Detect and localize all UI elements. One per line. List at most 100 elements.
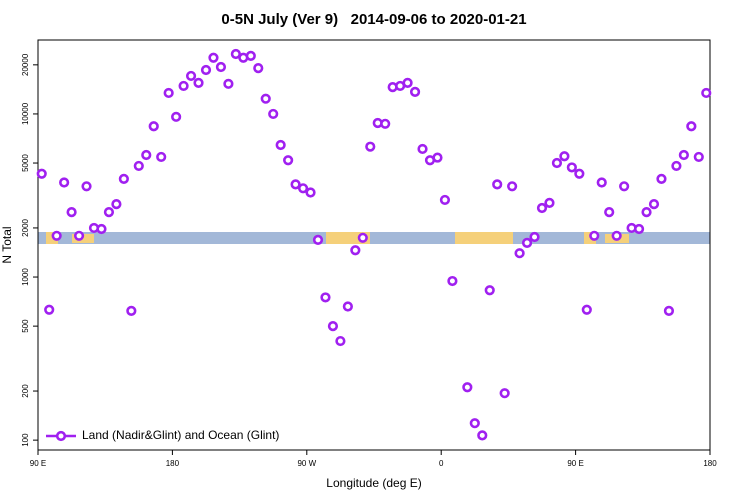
y-tick-label: 10000: [21, 102, 30, 125]
data-point: [686, 121, 697, 132]
data-point: [312, 234, 324, 245]
data-point: [148, 121, 159, 132]
legend-marker: [55, 430, 67, 442]
data-point: [297, 183, 309, 194]
data-point: [611, 230, 622, 241]
y-tick-label: 100: [21, 433, 30, 447]
data-point: [96, 223, 107, 235]
strip-ocean: [38, 232, 710, 244]
x-tick-label: 90 W: [297, 459, 316, 468]
data-point: [544, 197, 555, 208]
data-point: [327, 321, 339, 332]
data-point: [103, 207, 115, 218]
x-tick-label: 0: [439, 459, 444, 468]
data-point: [81, 181, 92, 192]
data-point: [133, 160, 144, 172]
data-point: [380, 118, 391, 129]
data-point: [477, 430, 488, 441]
data-point: [559, 151, 570, 162]
data-point: [619, 181, 630, 192]
data-point: [178, 80, 189, 92]
data-point: [163, 87, 174, 99]
data-point: [283, 155, 294, 166]
data-point: [633, 223, 645, 235]
data-point: [268, 108, 279, 120]
data-point: [462, 382, 473, 393]
legend-label: Land (Nadir&Glint) and Ocean (Glint): [82, 428, 279, 442]
data-point: [492, 179, 503, 190]
chart-title: 0-5N July (Ver 9) 2014-09-06 to 2020-01-…: [221, 11, 526, 28]
data-point: [499, 388, 510, 399]
plot-frame: [37, 39, 711, 451]
data-point: [402, 77, 413, 88]
data-point: [200, 64, 212, 76]
data-point: [156, 151, 167, 163]
data-point: [648, 199, 660, 210]
data-point: [185, 70, 197, 82]
data-point: [521, 237, 533, 248]
data-point: [223, 78, 234, 89]
data-point: [59, 177, 70, 188]
y-tick-label: 500: [21, 319, 30, 333]
data-point: [215, 61, 227, 73]
data-point: [36, 168, 47, 179]
data-point: [484, 285, 495, 296]
data-point: [656, 173, 667, 184]
data-point: [171, 111, 182, 122]
data-point: [290, 179, 301, 190]
data-point: [342, 301, 353, 312]
data-point: [141, 149, 152, 161]
strip-land: [455, 232, 513, 244]
data-point: [439, 194, 451, 206]
data-point: [118, 173, 129, 184]
data-point: [693, 151, 704, 163]
y-tick-label: 20000: [21, 53, 30, 76]
data-point: [126, 305, 137, 316]
data-point: [574, 168, 585, 179]
x-tick-label: 90 E: [567, 459, 583, 468]
data-point: [701, 87, 712, 99]
y-axis-label: N Total: [0, 226, 14, 263]
data-point: [350, 245, 361, 256]
y-tick-label: 1000: [21, 268, 30, 286]
data-point: [604, 207, 615, 218]
x-tick-label: 180: [703, 459, 717, 468]
data-point: [253, 62, 264, 74]
y-tick-label: 2000: [21, 218, 30, 236]
data-point: [589, 230, 600, 241]
data-point: [507, 181, 518, 192]
data-point: [514, 248, 525, 259]
data-point: [529, 231, 540, 243]
data-point: [275, 139, 286, 151]
data-point: [678, 149, 689, 161]
surface-strip: [38, 232, 710, 244]
data-point: [447, 275, 458, 287]
data-point: [193, 77, 204, 88]
data-point: [581, 304, 592, 315]
data-point: [417, 143, 428, 155]
data-point: [357, 232, 368, 243]
y-tick-label: 5000: [21, 154, 30, 172]
x-tick-label: 180: [166, 459, 180, 468]
data-point: [73, 230, 85, 241]
data-point: [320, 292, 331, 303]
data-point: [111, 199, 122, 210]
x-axis-label: Longitude (deg E): [326, 476, 421, 490]
data-point: [365, 141, 376, 152]
data-point: [230, 48, 241, 60]
data-point: [641, 207, 652, 218]
data-point: [260, 93, 271, 104]
data-point: [671, 160, 682, 172]
y-tick-label: 200: [21, 384, 30, 398]
data-point: [663, 305, 675, 316]
data-point: [596, 177, 607, 188]
data-point: [44, 304, 55, 315]
data-point: [469, 418, 480, 429]
data-point: [566, 162, 577, 173]
data-point: [409, 86, 421, 97]
data-point: [66, 207, 77, 218]
data-point: [432, 152, 443, 163]
data-point: [305, 187, 316, 198]
data-point: [335, 335, 346, 347]
data-point: [551, 157, 563, 169]
